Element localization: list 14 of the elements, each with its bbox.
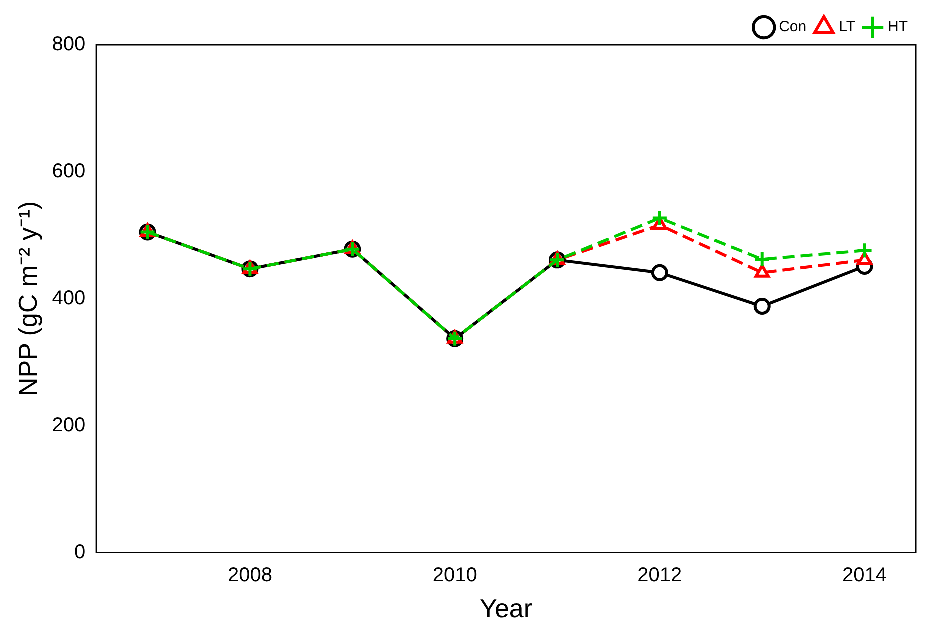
y-tick-label: 200: [52, 414, 86, 436]
x-tick-label: 2014: [842, 564, 888, 586]
legend-label: HT: [888, 18, 908, 36]
y-tick-label: 800: [52, 34, 86, 56]
legend-label: LT: [839, 18, 856, 36]
x-tick-label: 2008: [228, 564, 272, 586]
y-tick-label: 0: [74, 541, 86, 564]
y-tick-label: 600: [52, 160, 86, 182]
legend-label: Con: [779, 18, 807, 36]
x-tick-label: 2012: [638, 564, 682, 586]
x-axis-title: Year: [480, 594, 533, 624]
y-axis-title: NPP (gC m⁻² y⁻¹): [12, 201, 43, 396]
x-tick-label: 2010: [432, 564, 478, 586]
y-tick-label: 400: [52, 287, 86, 310]
